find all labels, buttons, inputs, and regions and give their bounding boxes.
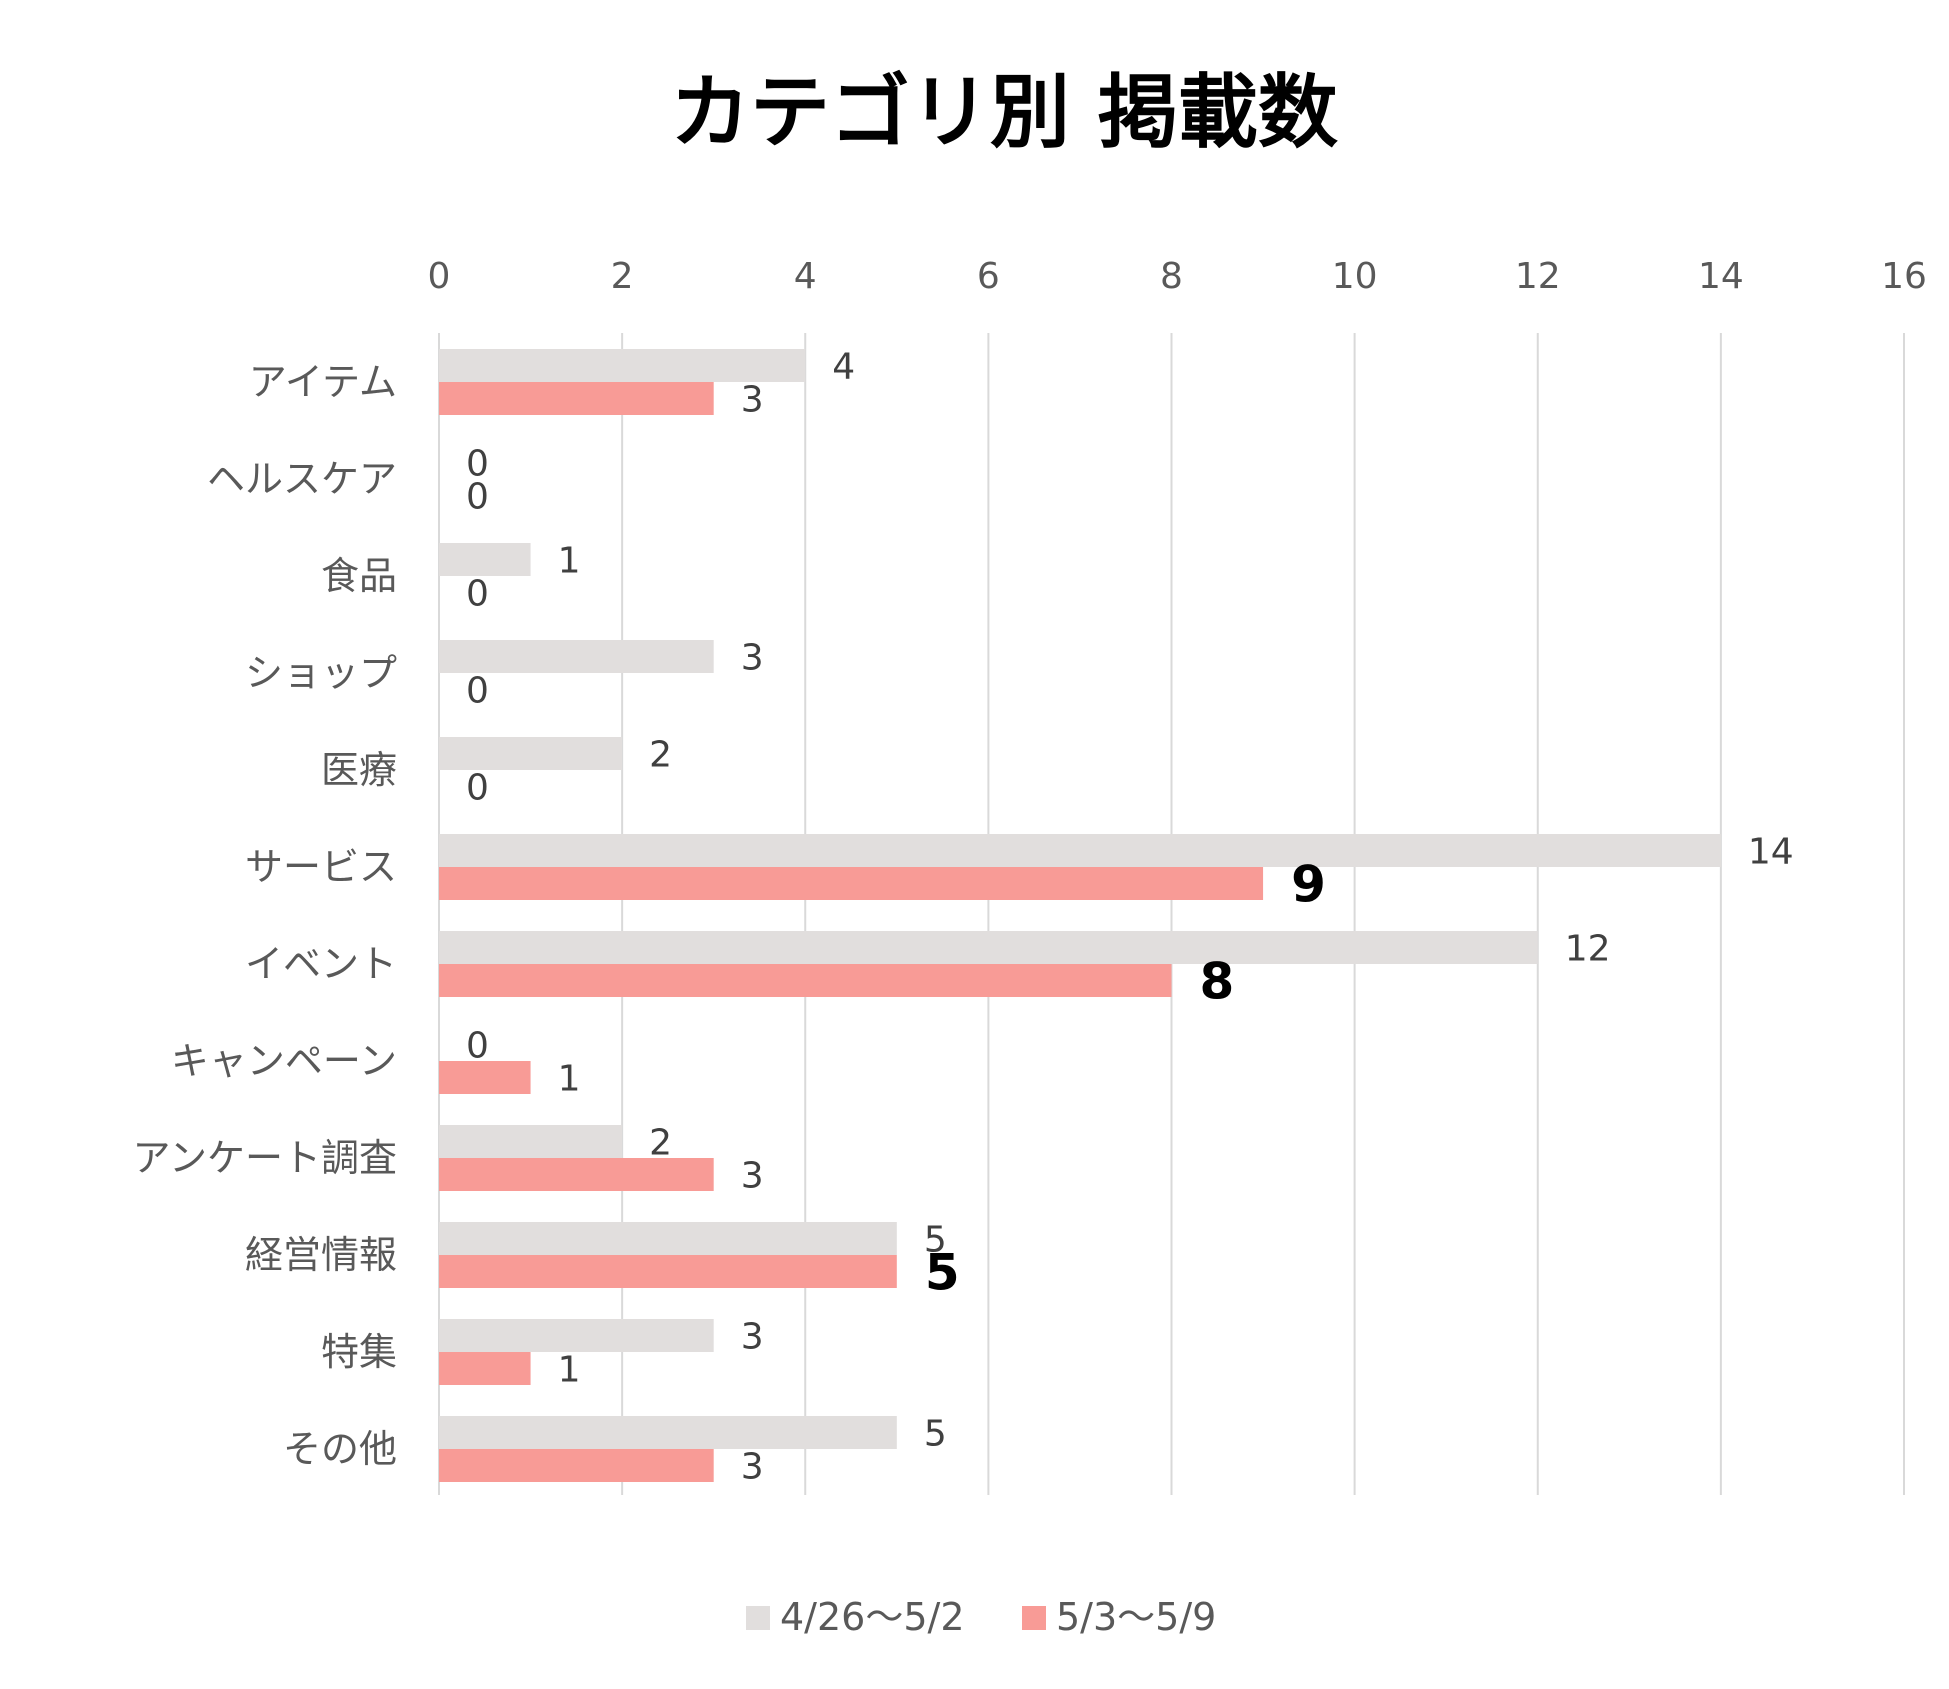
gridlines	[438, 333, 1905, 1495]
category-label: その他	[283, 1427, 397, 1471]
bar-series-1	[439, 737, 623, 770]
bar-series-1	[439, 1222, 897, 1255]
bar-series-2	[439, 1255, 897, 1288]
x-tick-label: 8	[1160, 256, 1183, 297]
data-label: 9	[1291, 856, 1326, 914]
x-tick-label: 10	[1332, 256, 1378, 297]
data-label: 0	[466, 1026, 489, 1067]
x-tick-label: 16	[1881, 256, 1927, 297]
category-label: ヘルスケア	[207, 457, 397, 501]
data-label: 12	[1565, 929, 1611, 970]
bar-series-1	[439, 543, 531, 576]
data-label: 0	[466, 444, 489, 485]
chart-title: カテゴリ別 掲載数	[670, 66, 1338, 159]
x-tick-label: 2	[611, 256, 634, 297]
data-label: 2	[649, 1123, 672, 1164]
data-label: 5	[924, 1414, 947, 1455]
data-label: 8	[1200, 953, 1235, 1011]
data-label: 0	[466, 574, 489, 615]
legend-label-series-2: 5/3〜5/9	[1056, 1595, 1216, 1639]
bar-series-2	[439, 964, 1172, 997]
category-label: アンケート調査	[133, 1136, 397, 1180]
bar-series-2	[439, 1352, 531, 1385]
x-tick-label: 12	[1515, 256, 1561, 297]
category-label: サービス	[245, 845, 397, 889]
data-label: 1	[558, 1350, 581, 1391]
legend-label-series-1: 4/26〜5/2	[780, 1595, 965, 1639]
category-label: アイテム	[249, 360, 397, 404]
category-label: キャンペーン	[171, 1039, 397, 1083]
bar-series-1	[439, 1416, 897, 1449]
data-label: 5	[924, 1220, 947, 1261]
data-label: 0	[466, 671, 489, 712]
x-tick-label: 4	[794, 256, 817, 297]
bar-series-2	[439, 1061, 531, 1094]
category-label: 特集	[321, 1330, 397, 1374]
bar-series-2	[439, 867, 1264, 900]
data-label: 3	[741, 1447, 764, 1488]
legend-swatch-series-2	[1022, 1606, 1046, 1630]
category-label: 食品	[321, 554, 397, 598]
data-label: 1	[558, 541, 581, 582]
x-tick-label: 14	[1698, 256, 1744, 297]
category-labels: アイテムヘルスケア食品ショップ医療サービスイベントキャンペーンアンケート調査経営…	[133, 360, 397, 1471]
data-label: 0	[466, 477, 489, 518]
category-label: 経営情報	[245, 1233, 397, 1277]
bar-series-1	[439, 1125, 623, 1158]
bar-series-1	[439, 349, 806, 382]
data-label: 3	[741, 380, 764, 421]
bars	[439, 349, 1721, 1482]
data-label: 4	[832, 347, 855, 388]
legend: 4/26〜5/2 5/3〜5/9	[746, 1595, 1216, 1639]
bar-series-1	[439, 640, 714, 673]
bar-series-2	[439, 1449, 714, 1482]
bar-series-1	[439, 931, 1538, 964]
x-tick-label: 6	[977, 256, 1000, 297]
data-label: 3	[741, 638, 764, 679]
category-label: 医療	[321, 748, 397, 792]
category-label: ショップ	[245, 651, 397, 695]
data-label: 3	[741, 1156, 764, 1197]
data-label: 2	[649, 735, 672, 776]
legend-swatch-series-1	[746, 1606, 770, 1630]
data-label: 3	[741, 1317, 764, 1358]
bar-series-2	[439, 382, 714, 415]
data-label: 0	[466, 768, 489, 809]
data-label: 1	[558, 1059, 581, 1100]
category-label: イベント	[245, 942, 397, 986]
data-label: 5	[925, 1244, 960, 1302]
bar-series-1	[439, 1319, 714, 1352]
bar-series-2	[439, 1158, 714, 1191]
bar-series-1	[439, 834, 1721, 867]
x-axis-ticks: 0 2 4 6 8 10 12 14 16	[428, 256, 1927, 297]
x-tick-label: 0	[428, 256, 451, 297]
data-label: 14	[1748, 832, 1794, 873]
